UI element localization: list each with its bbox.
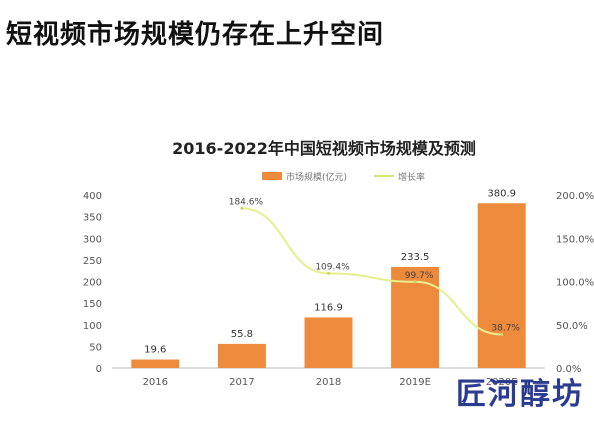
growth-rate-line (241, 207, 502, 336)
growth-rate-label: 38.7% (491, 324, 520, 334)
growth-rate-point (500, 333, 504, 337)
x-tick-label: 2019E (399, 377, 431, 388)
y-tick-label: 150 (83, 299, 102, 310)
bar-value-label: 380.9 (487, 188, 516, 199)
bar (217, 343, 266, 368)
y2-tick-label: 150.0% (556, 234, 594, 245)
y2-tick-label: 0.0% (556, 364, 581, 375)
x-tick-label: 2020E (486, 377, 518, 388)
growth-rate-label: 184.6% (229, 197, 264, 207)
bar-value-label: 233.5 (401, 252, 430, 263)
bar-value-label: 116.9 (314, 302, 343, 313)
chart-title: 2016-2022年中国短视频市场规模及预测 (172, 139, 476, 158)
growth-rate-point (240, 206, 244, 210)
bar (477, 203, 526, 368)
legend-label-line: 增长率 (398, 171, 425, 183)
bar (131, 359, 180, 368)
page-title: 短视频市场规模仍存在上升空间 (6, 20, 385, 50)
growth-rate-point (327, 271, 330, 275)
bar-value-label: 55.8 (231, 329, 253, 340)
x-tick-label: 2016 (143, 377, 168, 388)
y-tick-label: 100 (83, 321, 102, 332)
watermark: 匠河醇坊 (456, 377, 584, 412)
y-tick-label: 250 (83, 256, 102, 267)
bar-value-label: 19.6 (144, 345, 166, 356)
x-tick-label: 2018 (316, 377, 341, 388)
y-tick-label: 200 (83, 278, 102, 289)
growth-rate-label: 109.4% (315, 262, 350, 272)
y2-tick-label: 200.0% (556, 191, 594, 202)
y-tick-label: 400 (83, 191, 102, 202)
growth-rate-label: 99.7% (405, 271, 434, 281)
legend-label-bar: 市场规模(亿元) (286, 171, 347, 183)
y-tick-label: 300 (83, 234, 102, 245)
y-tick-label: 50 (89, 342, 102, 353)
y2-tick-label: 100.0% (556, 278, 594, 289)
bar (304, 317, 353, 368)
x-tick-label: 2017 (229, 377, 254, 388)
y2-tick-label: 50.0% (556, 321, 588, 332)
y-tick-label: 0 (96, 364, 102, 375)
growth-rate-point (413, 280, 417, 284)
y-tick-label: 350 (83, 213, 102, 224)
legend-swatch-bar (262, 172, 282, 180)
